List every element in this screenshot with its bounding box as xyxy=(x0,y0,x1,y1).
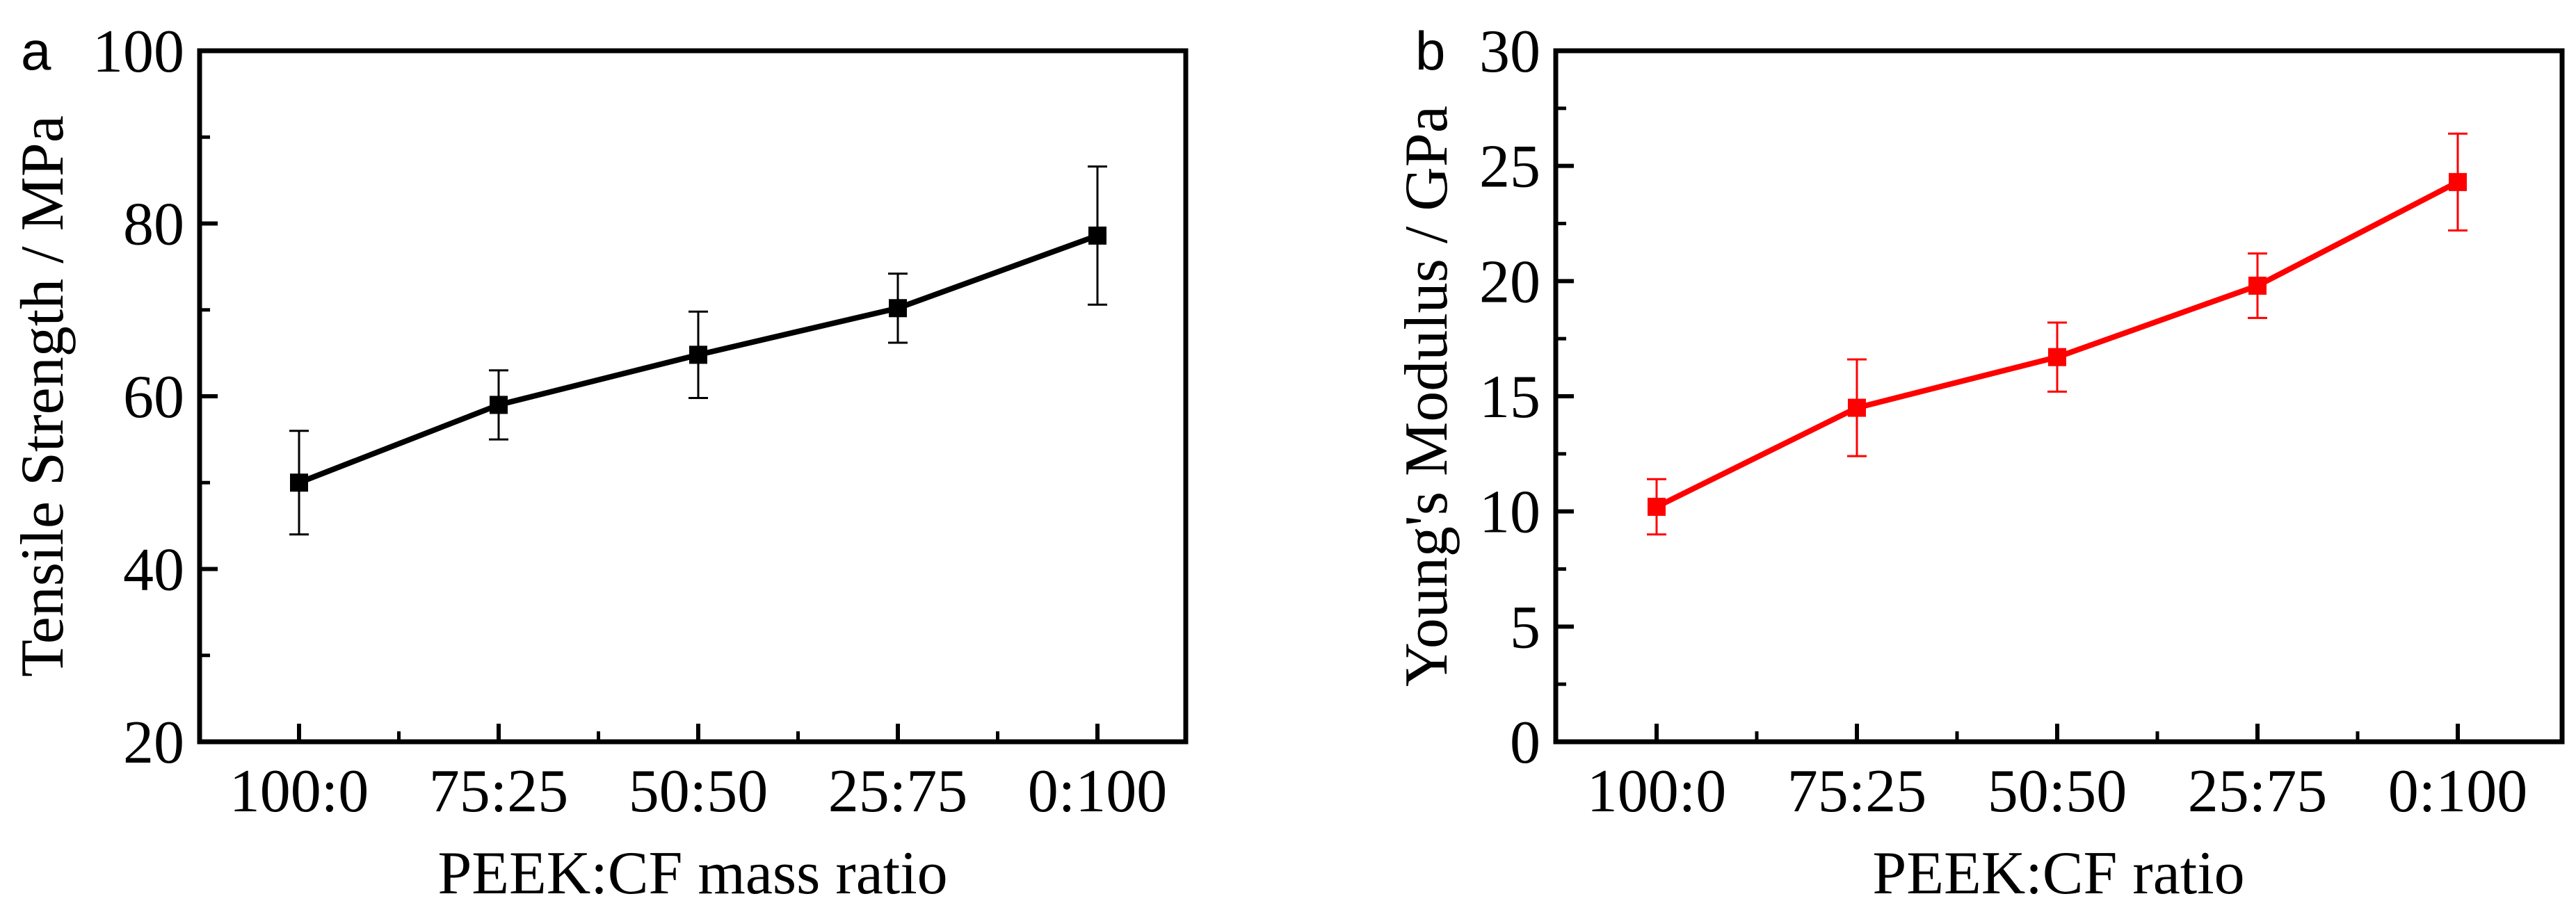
x-tick-label-b-2: 50:50 xyxy=(1988,758,2127,825)
y-ticks-b: 0 5 10 15 20 25 30 xyxy=(1479,18,1574,777)
data-point-a-0 xyxy=(290,473,308,492)
data-point-b-2 xyxy=(2048,348,2066,366)
x-tick-label-a-2: 50:50 xyxy=(629,758,768,825)
data-point-a-3 xyxy=(889,299,907,318)
x-tick-label-a-4: 0:100 xyxy=(1028,758,1167,825)
y-tick-label-a-4: 100 xyxy=(92,18,184,86)
x-tick-label-a-3: 25:75 xyxy=(828,758,967,825)
series-a xyxy=(289,165,1107,536)
plot-frame-a xyxy=(197,48,1189,745)
y-tick-label-a-2: 60 xyxy=(123,364,184,431)
y-tick-label-b-0: 0 xyxy=(1510,709,1540,777)
x-ticks-b: 100:0 75:25 50:50 25:75 0:100 xyxy=(1554,724,2527,825)
panel-label-a: a xyxy=(21,20,51,81)
x-ticks-a: 100:0 75:25 50:50 25:75 0:100 xyxy=(198,724,1167,825)
x-tick-label-b-4: 0:100 xyxy=(2388,758,2527,825)
y-axis-title-b: Young's Modulus / GPa xyxy=(1393,106,1460,687)
x-tick-label-b-3: 25:75 xyxy=(2188,758,2327,825)
y-ticks-a: 20 40 60 80 100 xyxy=(92,18,218,777)
y-tick-label-a-1: 40 xyxy=(123,537,184,604)
data-point-b-1 xyxy=(1848,398,1866,417)
y-tick-label-b-4: 20 xyxy=(1479,248,1540,316)
data-point-b-4 xyxy=(2449,172,2467,191)
y-tick-label-b-1: 5 xyxy=(1510,594,1540,661)
x-tick-label-b-0: 100:0 xyxy=(1587,758,1726,825)
y-tick-label-b-6: 30 xyxy=(1479,18,1540,86)
x-tick-label-a-0: 100:0 xyxy=(230,758,369,825)
x-axis-title-b: PEEK:CF ratio xyxy=(1872,840,2244,907)
y-tick-label-a-0: 20 xyxy=(123,709,184,777)
x-tick-label-a-1: 75:25 xyxy=(429,758,568,825)
y-tick-label-b-5: 25 xyxy=(1479,133,1540,201)
series-b xyxy=(1647,132,2468,536)
y-tick-label-b-3: 15 xyxy=(1479,364,1540,431)
x-axis-title-a: PEEK:CF mass ratio xyxy=(437,840,947,907)
plot-frame-b xyxy=(1553,48,2565,745)
panel-b: b 0 5 10 15 20 25 30 100:0 75:25 50:50 25:75 0:100… xyxy=(1393,18,2565,907)
data-point-b-3 xyxy=(2248,276,2267,295)
y-tick-label-a-3: 80 xyxy=(123,191,184,259)
y-tick-label-b-2: 10 xyxy=(1479,479,1540,546)
panel-label-b: b xyxy=(1415,20,1445,81)
data-point-a-1 xyxy=(490,396,508,414)
data-point-a-4 xyxy=(1088,226,1106,245)
x-tick-label-b-1: 75:25 xyxy=(1787,758,1926,825)
data-point-b-0 xyxy=(1648,498,1666,517)
y-axis-title-a: Tensile Strength / MPa xyxy=(9,115,77,677)
data-point-a-2 xyxy=(689,346,707,364)
